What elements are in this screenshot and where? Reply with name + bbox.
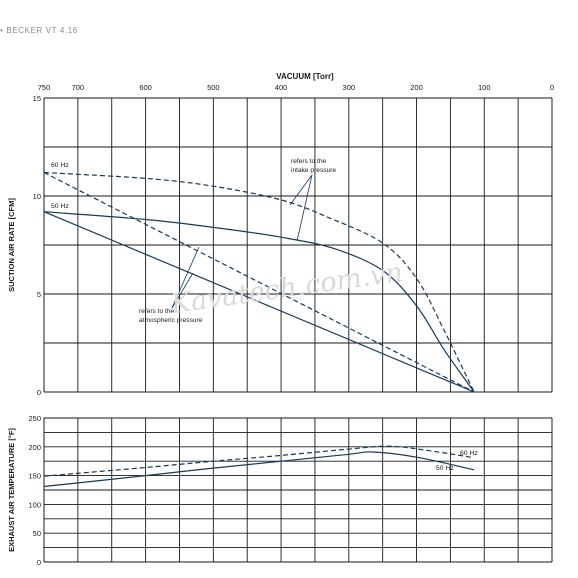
y-tick-label: 0 [37, 558, 41, 567]
annotation-leader [171, 246, 200, 309]
x-tick-label: 500 [207, 83, 220, 92]
suction-series-50hz [43, 211, 475, 393]
y-tick-label: 0 [37, 388, 41, 397]
y-tick-label: 10 [33, 192, 41, 201]
annotation-leader [296, 174, 313, 242]
y-tick-label: 50 [33, 529, 41, 538]
temperature-series: 60 Hz 50 Hz [43, 445, 478, 488]
watermark: Kavatech.com.vn [168, 257, 405, 320]
suction-reference-line-3 [43, 211, 475, 393]
temperature-series-50hz [43, 451, 475, 488]
page-header: • BECKER VT 4.16 [0, 26, 78, 35]
series-label-60hz: 60 Hz [460, 450, 478, 457]
suction-reference-line-2 [43, 171, 475, 393]
temperature-y-axis-label: EXHAUST AIR TEMPERATURE [°F] [7, 428, 16, 552]
x-tick-label: 600 [139, 83, 152, 92]
annotation-leader [289, 174, 313, 206]
annotation-atmospheric-line1: refers to the [139, 308, 175, 315]
temperature-grid: 0 50 100 150 200 250 [28, 414, 553, 567]
suction-series-60hz [43, 171, 475, 393]
x-tick-label: 0 [550, 83, 554, 92]
y-tick-label: 200 [28, 443, 41, 452]
y-tick-label: 100 [28, 500, 41, 509]
x-tick-label: 400 [275, 83, 288, 92]
suction-series: 60 Hz 50 Hz [43, 162, 475, 393]
x-tick-label: 100 [478, 83, 491, 92]
header-title: BECKER VT 4.16 [6, 26, 78, 35]
annotation-atmospheric-line2: atmospheric pressure [139, 317, 203, 324]
header-bullet: • [0, 26, 4, 35]
series-label-50hz: 50 Hz [436, 465, 454, 472]
series-label-50hz: 50 Hz [51, 203, 69, 210]
annotations: refers to the intake pressure refers to th… [139, 158, 336, 324]
temperature-series-60hz [43, 445, 475, 477]
annotation-intake-line2: intake pressure [291, 167, 336, 174]
x-tick-label: 300 [343, 83, 356, 92]
annotation-intake-line1: refers to the [291, 158, 327, 165]
y-tick-label: 150 [28, 472, 41, 481]
suction-y-axis-label: SUCTION AIR RATE [CFM] [7, 198, 16, 292]
series-label-60hz: 60 Hz [51, 162, 69, 169]
y-tick-label: 250 [28, 414, 41, 423]
x-tick-label: 200 [410, 83, 423, 92]
top-axis-label: VACUUM [Torr] [276, 72, 334, 81]
y-tick-label: 15 [33, 94, 41, 103]
x-tick-label: 700 [72, 83, 85, 92]
y-tick-label: 5 [37, 290, 41, 299]
x-tick-label: 750 [38, 83, 51, 92]
annotation-leader [171, 272, 194, 309]
